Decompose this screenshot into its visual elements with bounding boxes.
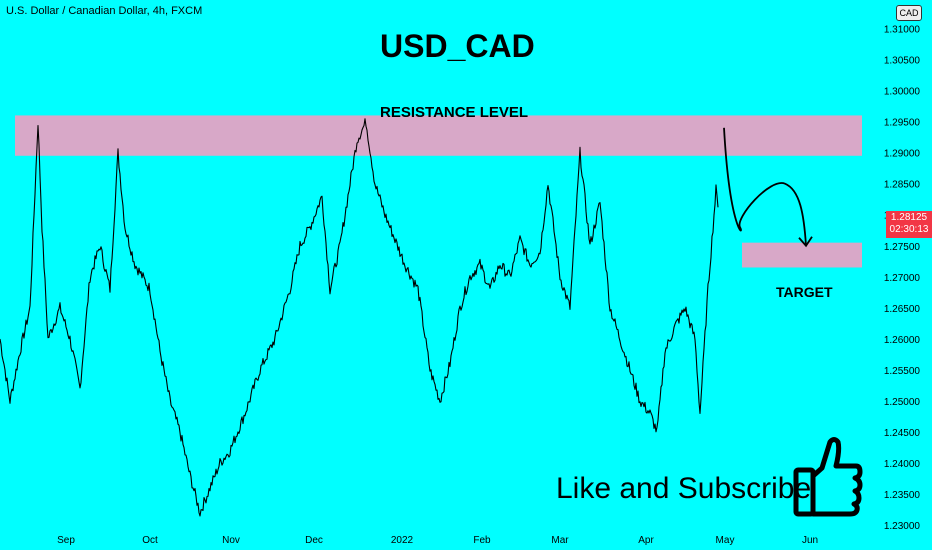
price-tick: 1.30000: [884, 87, 921, 98]
time-tick: May: [716, 535, 735, 546]
time-tick: Oct: [142, 535, 158, 546]
arrow-head: [798, 236, 813, 248]
time-tick: Apr: [638, 535, 654, 546]
last-price: 1.28125: [890, 212, 928, 223]
cta-text: Like and Subscribe: [556, 472, 812, 505]
last-price-tag: 1.28125 02:30:13: [886, 211, 932, 238]
price-series: [0, 118, 719, 517]
price-tick: 1.29500: [884, 118, 921, 129]
currency-badge[interactable]: CAD: [896, 5, 922, 21]
thumbs-up-icon: [793, 437, 863, 517]
price-tick: 1.30500: [884, 56, 921, 67]
price-tick: 1.23500: [884, 490, 921, 501]
price-tick: 1.26000: [884, 335, 921, 346]
projection-arrow: [723, 127, 813, 248]
price-tick: 1.28500: [884, 180, 921, 191]
bar-countdown: 02:30:13: [889, 224, 929, 235]
time-tick: Feb: [473, 535, 491, 546]
price-axis: 1.31000 1.30500 1.30000 1.29500 1.29000 1.285…: [884, 25, 921, 532]
price-line: [0, 118, 719, 517]
projection-curve: [723, 127, 807, 246]
time-tick: Sep: [57, 535, 75, 546]
chart-title: USD_CAD: [380, 28, 535, 64]
target-zone: [742, 242, 862, 268]
target-label: TARGET: [776, 284, 833, 300]
price-tick: 1.27500: [884, 242, 921, 253]
time-tick: Mar: [551, 535, 569, 546]
time-tick: Dec: [305, 535, 323, 546]
price-tick: 1.26500: [884, 304, 921, 315]
symbol-header: U.S. Dollar / Canadian Dollar, 4h, FXCM: [6, 5, 203, 17]
resistance-label: RESISTANCE LEVEL: [380, 104, 529, 121]
resistance-zone: [15, 115, 862, 156]
price-tick: 1.27000: [884, 273, 921, 284]
price-tick: 1.23000: [884, 521, 921, 532]
price-tick: 1.29000: [884, 149, 921, 160]
price-tick: 1.24500: [884, 428, 921, 439]
price-tick: 1.31000: [884, 25, 921, 36]
time-tick: Jun: [802, 535, 818, 546]
time-tick: Nov: [222, 535, 240, 546]
time-axis: Sep Oct Nov Dec 2022 Feb Mar Apr May Jun: [57, 535, 818, 546]
price-tick: 1.25500: [884, 366, 921, 377]
price-tick: 1.24000: [884, 459, 921, 470]
time-tick: 2022: [391, 535, 414, 546]
price-tick: 1.25000: [884, 397, 921, 408]
